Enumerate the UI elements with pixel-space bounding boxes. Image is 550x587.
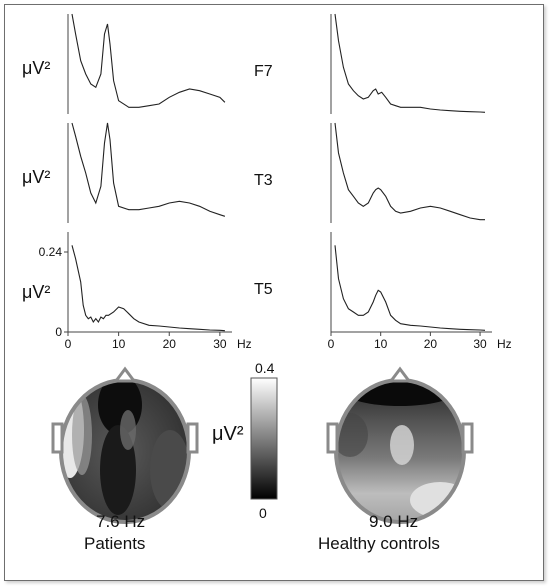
- patients-t5-plot: 0 10 20 30 Hz T5: [65, 232, 273, 351]
- series-t3: [334, 122, 485, 221]
- x-tick-label: 10: [374, 337, 388, 351]
- controls-label: Healthy controls: [318, 534, 440, 553]
- y-axis-label: μV²: [22, 167, 50, 187]
- patients-label: Patients: [84, 534, 146, 553]
- series-t3: [71, 122, 226, 217]
- topomap-healthy-controls: [326, 366, 474, 524]
- y-axis-label: μV²: [22, 282, 50, 302]
- y-axis-label: μV²: [22, 58, 50, 78]
- series-t5: [71, 245, 225, 332]
- channel-label-t3: T3: [254, 172, 273, 189]
- x-tick-label: 0: [328, 337, 335, 351]
- channel-label-f7: F7: [254, 63, 273, 80]
- controls-f7-plot: [330, 13, 486, 114]
- x-tick-label: 30: [473, 337, 487, 351]
- x-axis-label: Hz: [237, 337, 252, 351]
- colorbar-max-label: 0.4: [255, 360, 275, 376]
- x-tick-label: 20: [424, 337, 438, 351]
- colorbar: [250, 377, 278, 500]
- x-tick-label: 30: [213, 337, 227, 351]
- patients-t3-plot: T3: [67, 122, 273, 223]
- x-tick-label: 10: [112, 337, 126, 351]
- controls-t3-plot: [330, 122, 485, 223]
- x-tick-label: 0: [65, 337, 72, 351]
- y-tick-label: 0: [55, 325, 62, 339]
- y-tick-label: 0.24: [39, 245, 63, 259]
- controls-t5-plot: 0 10 20 30 Hz: [328, 232, 512, 351]
- colorbar-min-label: 0: [259, 505, 267, 521]
- topomap-patients: [51, 366, 199, 524]
- patients-frequency: 7.6 Hz: [96, 512, 146, 531]
- patients-f7-plot: F7: [67, 13, 273, 114]
- x-tick-label: 20: [163, 337, 177, 351]
- channel-label-t5: T5: [254, 281, 273, 298]
- series-f7: [71, 13, 226, 108]
- controls-frequency: 9.0 Hz: [369, 512, 419, 531]
- topographic-maps: [51, 366, 474, 524]
- colorbar-unit-label: μV²: [212, 423, 244, 445]
- series-t5: [334, 245, 486, 331]
- x-axis-label: Hz: [497, 337, 512, 351]
- series-f7: [334, 13, 486, 113]
